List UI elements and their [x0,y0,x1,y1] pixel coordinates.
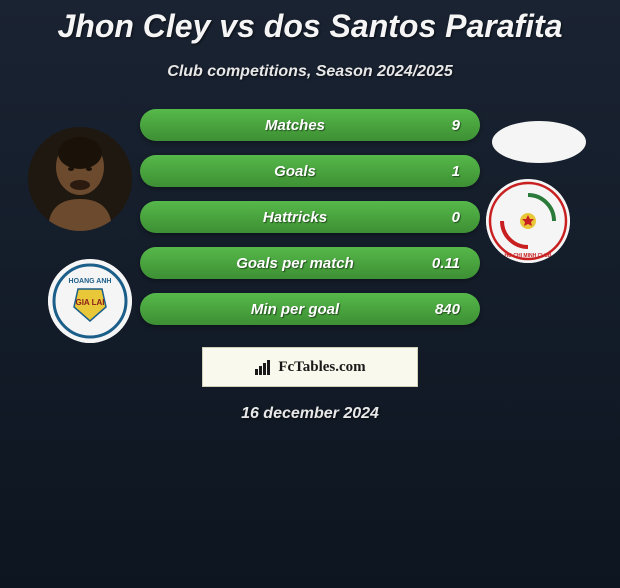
stats-column: Matches 9 Goals 1 Hattricks 0 Goals per … [140,109,480,325]
promo-banner[interactable]: FcTables.com [202,347,418,387]
stat-label: Goals [160,163,430,180]
stat-label: Matches [160,117,430,134]
player-photo-right-blank [492,121,586,163]
svg-text:HOANG ANH: HOANG ANH [69,278,112,285]
stat-value: 0 [430,209,460,226]
stat-row-hattricks: Hattricks 0 [140,201,480,233]
stat-label: Hattricks [160,209,430,226]
svg-text:HO CHI MINH CLUB: HO CHI MINH CLUB [505,253,552,259]
stat-row-min-per-goal: Min per goal 840 [140,293,480,325]
player-avatar-icon [28,127,132,231]
stat-value: 840 [430,301,460,318]
stat-value: 9 [430,117,460,134]
stat-row-goals: Goals 1 [140,155,480,187]
subtitle: Club competitions, Season 2024/2025 [0,63,620,81]
stat-row-goals-per-match: Goals per match 0.11 [140,247,480,279]
club-logo-left-icon: HOANG ANH GIA LAI [48,259,132,343]
club-logo-right-icon: HO CHI MINH CLUB [486,179,570,263]
club-badge-right: HO CHI MINH CLUB [486,179,570,263]
stat-row-matches: Matches 9 [140,109,480,141]
page-title: Jhon Cley vs dos Santos Parafita [0,8,620,45]
player-photo-left [28,127,132,231]
svg-text:GIA LAI: GIA LAI [75,298,104,307]
date-text: 16 december 2024 [0,405,620,423]
stat-value: 0.11 [430,255,460,272]
stat-value: 1 [430,163,460,180]
club-badge-left: HOANG ANH GIA LAI [48,259,132,343]
stat-label: Min per goal [160,301,430,318]
comparison-row: HOANG ANH GIA LAI Matches 9 Goals 1 Hatt… [0,109,620,325]
stat-label: Goals per match [160,255,430,272]
promo-text: FcTables.com [278,359,365,376]
chart-icon [254,358,272,376]
